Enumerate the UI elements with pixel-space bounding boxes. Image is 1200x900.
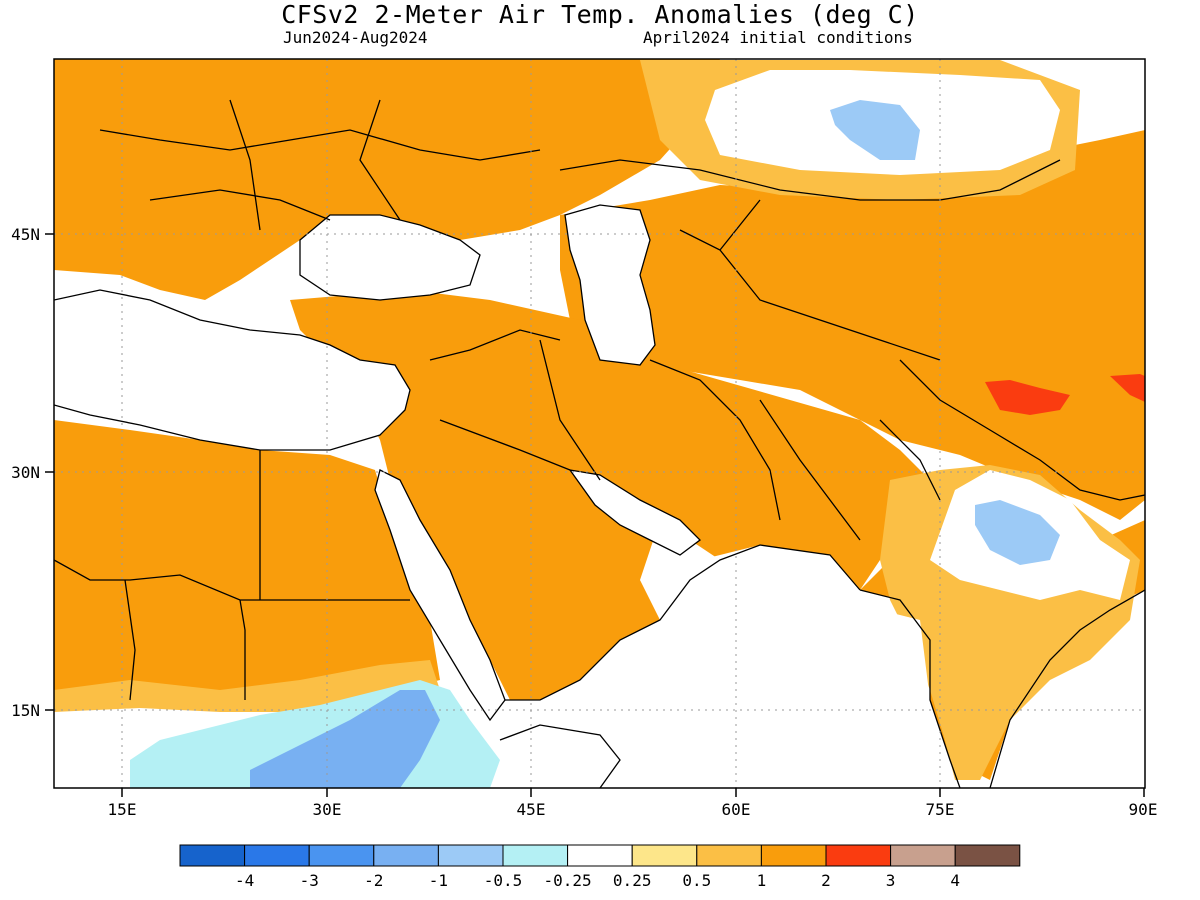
colorbar: -4 -3 -2 -1 -0.5 -0.25 0.25 0.5 1 2 3 4 bbox=[179, 844, 1021, 890]
colorbar-label: 1 bbox=[757, 871, 767, 890]
colorbar-swatch bbox=[308, 844, 375, 867]
initial-conditions: April2024 initial conditions bbox=[643, 28, 913, 47]
colorbar-swatch bbox=[373, 844, 439, 867]
colorbar-swatch bbox=[502, 844, 569, 867]
colorbar-swatch bbox=[179, 844, 246, 867]
africa-borders bbox=[54, 450, 410, 701]
north-africa-warm-region bbox=[54, 420, 440, 705]
india-cold-anomaly bbox=[975, 500, 1060, 565]
tibet-hot-anomaly bbox=[985, 380, 1070, 415]
colorbar-swatch bbox=[567, 844, 633, 867]
arabian-sea-neutral-region bbox=[560, 545, 950, 788]
colorbar-swatch bbox=[890, 844, 956, 867]
colorbar-label: -0.25 bbox=[544, 871, 592, 890]
persian-gulf-coastline bbox=[568, 469, 701, 556]
tick-marks bbox=[45, 233, 1145, 797]
mediterranean-coastline bbox=[54, 289, 411, 451]
red-sea bbox=[375, 470, 505, 720]
black-sea-coastline bbox=[299, 214, 481, 301]
gulf-of-aden bbox=[500, 725, 620, 788]
east-africa-cold-strong bbox=[250, 690, 440, 788]
lon-label-15e: 15E bbox=[108, 800, 137, 819]
colorbar-swatch bbox=[825, 844, 892, 867]
colorbar-swatch bbox=[760, 844, 827, 867]
horn-of-africa-coastline bbox=[499, 724, 621, 788]
middle-east-borders bbox=[429, 329, 861, 541]
colorbar-label: -0.5 bbox=[484, 871, 523, 890]
persian-gulf bbox=[570, 470, 700, 555]
colorbar-label: 0.25 bbox=[613, 871, 652, 890]
colorbar-label: -1 bbox=[429, 871, 448, 890]
colorbar-label: -2 bbox=[364, 871, 383, 890]
colorbar-swatch bbox=[631, 844, 698, 867]
forecast-period: Jun2024-Aug2024 bbox=[283, 28, 428, 47]
siberia-cold-anomaly bbox=[830, 100, 920, 160]
coastlines-borders bbox=[54, 99, 1145, 788]
europe-borders bbox=[99, 99, 541, 231]
anomaly-field bbox=[54, 59, 1145, 788]
china-hot-anomaly bbox=[1110, 374, 1145, 402]
plot-frame bbox=[53, 58, 1146, 789]
lon-label-75e: 75E bbox=[926, 800, 955, 819]
caspian-coastline bbox=[564, 204, 656, 366]
lat-label-45n: 45N bbox=[11, 225, 40, 244]
black-sea bbox=[300, 215, 480, 300]
central-asia-borders bbox=[559, 159, 1061, 361]
colorbar-label: 4 bbox=[950, 871, 960, 890]
lat-label-15n: 15N bbox=[11, 701, 40, 720]
map-title: CFSv2 2-Meter Air Temp. Anomalies (deg C… bbox=[281, 0, 919, 29]
gridlines bbox=[54, 59, 1145, 788]
colorbar-swatch bbox=[696, 844, 762, 867]
colorbar-swatch bbox=[437, 844, 504, 867]
lon-label-45e: 45E bbox=[517, 800, 546, 819]
lat-label-30n: 30N bbox=[11, 463, 40, 482]
lon-label-90e: 90E bbox=[1129, 800, 1158, 819]
colorbar-label: 0.5 bbox=[682, 871, 711, 890]
central-asia-warm-region bbox=[560, 130, 1145, 520]
colorbar-label: -3 bbox=[300, 871, 319, 890]
red-sea-coastline bbox=[374, 469, 506, 722]
south-asia-borders bbox=[879, 359, 1145, 501]
colorbar-swatch bbox=[954, 844, 1021, 867]
arabia-south-coastline bbox=[505, 544, 861, 701]
india-coastline bbox=[859, 589, 1145, 788]
europe-warm-region bbox=[54, 59, 720, 300]
colorbar-label: 3 bbox=[886, 871, 896, 890]
colorbar-swatch bbox=[244, 844, 310, 867]
colorbar-label: 2 bbox=[821, 871, 831, 890]
colorbar-label: -4 bbox=[235, 871, 254, 890]
mediterranean-sea bbox=[54, 290, 410, 450]
lon-label-30e: 30E bbox=[313, 800, 342, 819]
sahel-weak-warm-band bbox=[54, 660, 440, 712]
lon-label-60e: 60E bbox=[722, 800, 751, 819]
